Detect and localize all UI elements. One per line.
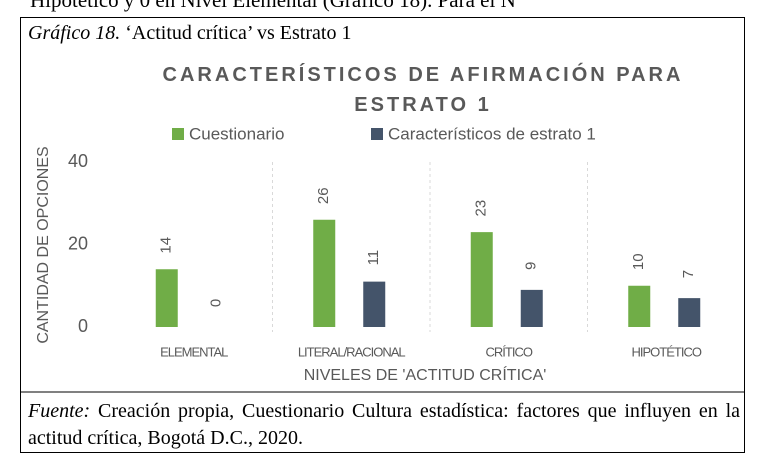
y-tick-label: 40 (68, 151, 88, 171)
source-text: Creación propia, Cuestionario Cultura es… (28, 400, 741, 449)
data-label: 26 (315, 187, 332, 204)
x-axis-label: NIVELES DE 'ACTITUD CRÍTICA' (304, 365, 547, 384)
data-label: 11 (365, 250, 382, 266)
data-label: 0 (208, 299, 225, 307)
legend-label: Característicos de estrato 1 (388, 124, 596, 143)
bar (520, 289, 543, 327)
body-text: Hipotético y 0 en Nivel Elemental (Gráfi… (30, 0, 516, 12)
x-tick-label: CRÍTICO (486, 344, 533, 359)
caption-text: ‘Actitud crítica’ vs Estrato 1 (125, 22, 352, 44)
chart-title: CARACTERÍSTICOS DE AFIRMACIÓN PARA ESTRA… (162, 64, 684, 116)
bar (628, 285, 651, 327)
x-tick-label: HIPOTÉTICO (632, 344, 702, 359)
bar (363, 281, 386, 327)
caption-label: Gráfico 18. (28, 22, 121, 44)
data-label: 14 (158, 237, 175, 254)
data-label: 7 (680, 270, 697, 278)
bar (313, 219, 336, 327)
legend-swatch (371, 128, 383, 140)
y-tick-label: 20 (68, 233, 88, 253)
data-label: 23 (473, 200, 490, 217)
y-tick-label: 0 (78, 316, 88, 336)
data-label: 10 (630, 253, 647, 270)
legend-swatch (172, 128, 184, 140)
source: Fuente: Creación propia, Cuestionario Cu… (28, 398, 740, 452)
source-label: Fuente: (28, 400, 91, 422)
x-tick-label: LITERAL/RACIONAL (298, 344, 406, 359)
data-label: 9 (523, 262, 540, 270)
legend-label: Cuestionario (189, 124, 284, 143)
bar (155, 269, 178, 327)
bar (678, 298, 701, 327)
y-axis-label: CANTIDAD DE OPCIONES (35, 146, 52, 343)
bar (470, 232, 493, 327)
figure-frame (20, 17, 745, 453)
x-tick-label: ELEMENTAL (160, 344, 228, 359)
caption: Gráfico 18. ‘Actitud crítica’ vs Estrato… (28, 22, 351, 45)
